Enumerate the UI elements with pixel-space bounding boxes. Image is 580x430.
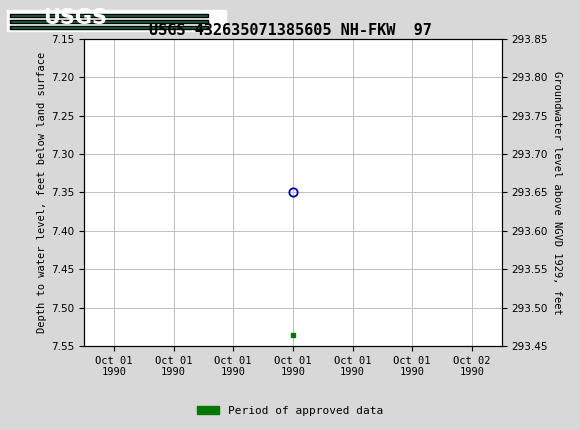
FancyBboxPatch shape: [10, 14, 208, 17]
Text: USGS: USGS: [44, 8, 107, 28]
Legend: Period of approved data: Period of approved data: [193, 401, 387, 420]
FancyBboxPatch shape: [10, 20, 208, 23]
FancyBboxPatch shape: [7, 10, 226, 31]
Y-axis label: Groundwater level above NGVD 1929, feet: Groundwater level above NGVD 1929, feet: [552, 71, 562, 314]
Text: USGS 432635071385605 NH-FKW  97: USGS 432635071385605 NH-FKW 97: [148, 24, 432, 38]
Y-axis label: Depth to water level, feet below land surface: Depth to water level, feet below land su…: [37, 52, 47, 333]
FancyBboxPatch shape: [10, 26, 208, 28]
